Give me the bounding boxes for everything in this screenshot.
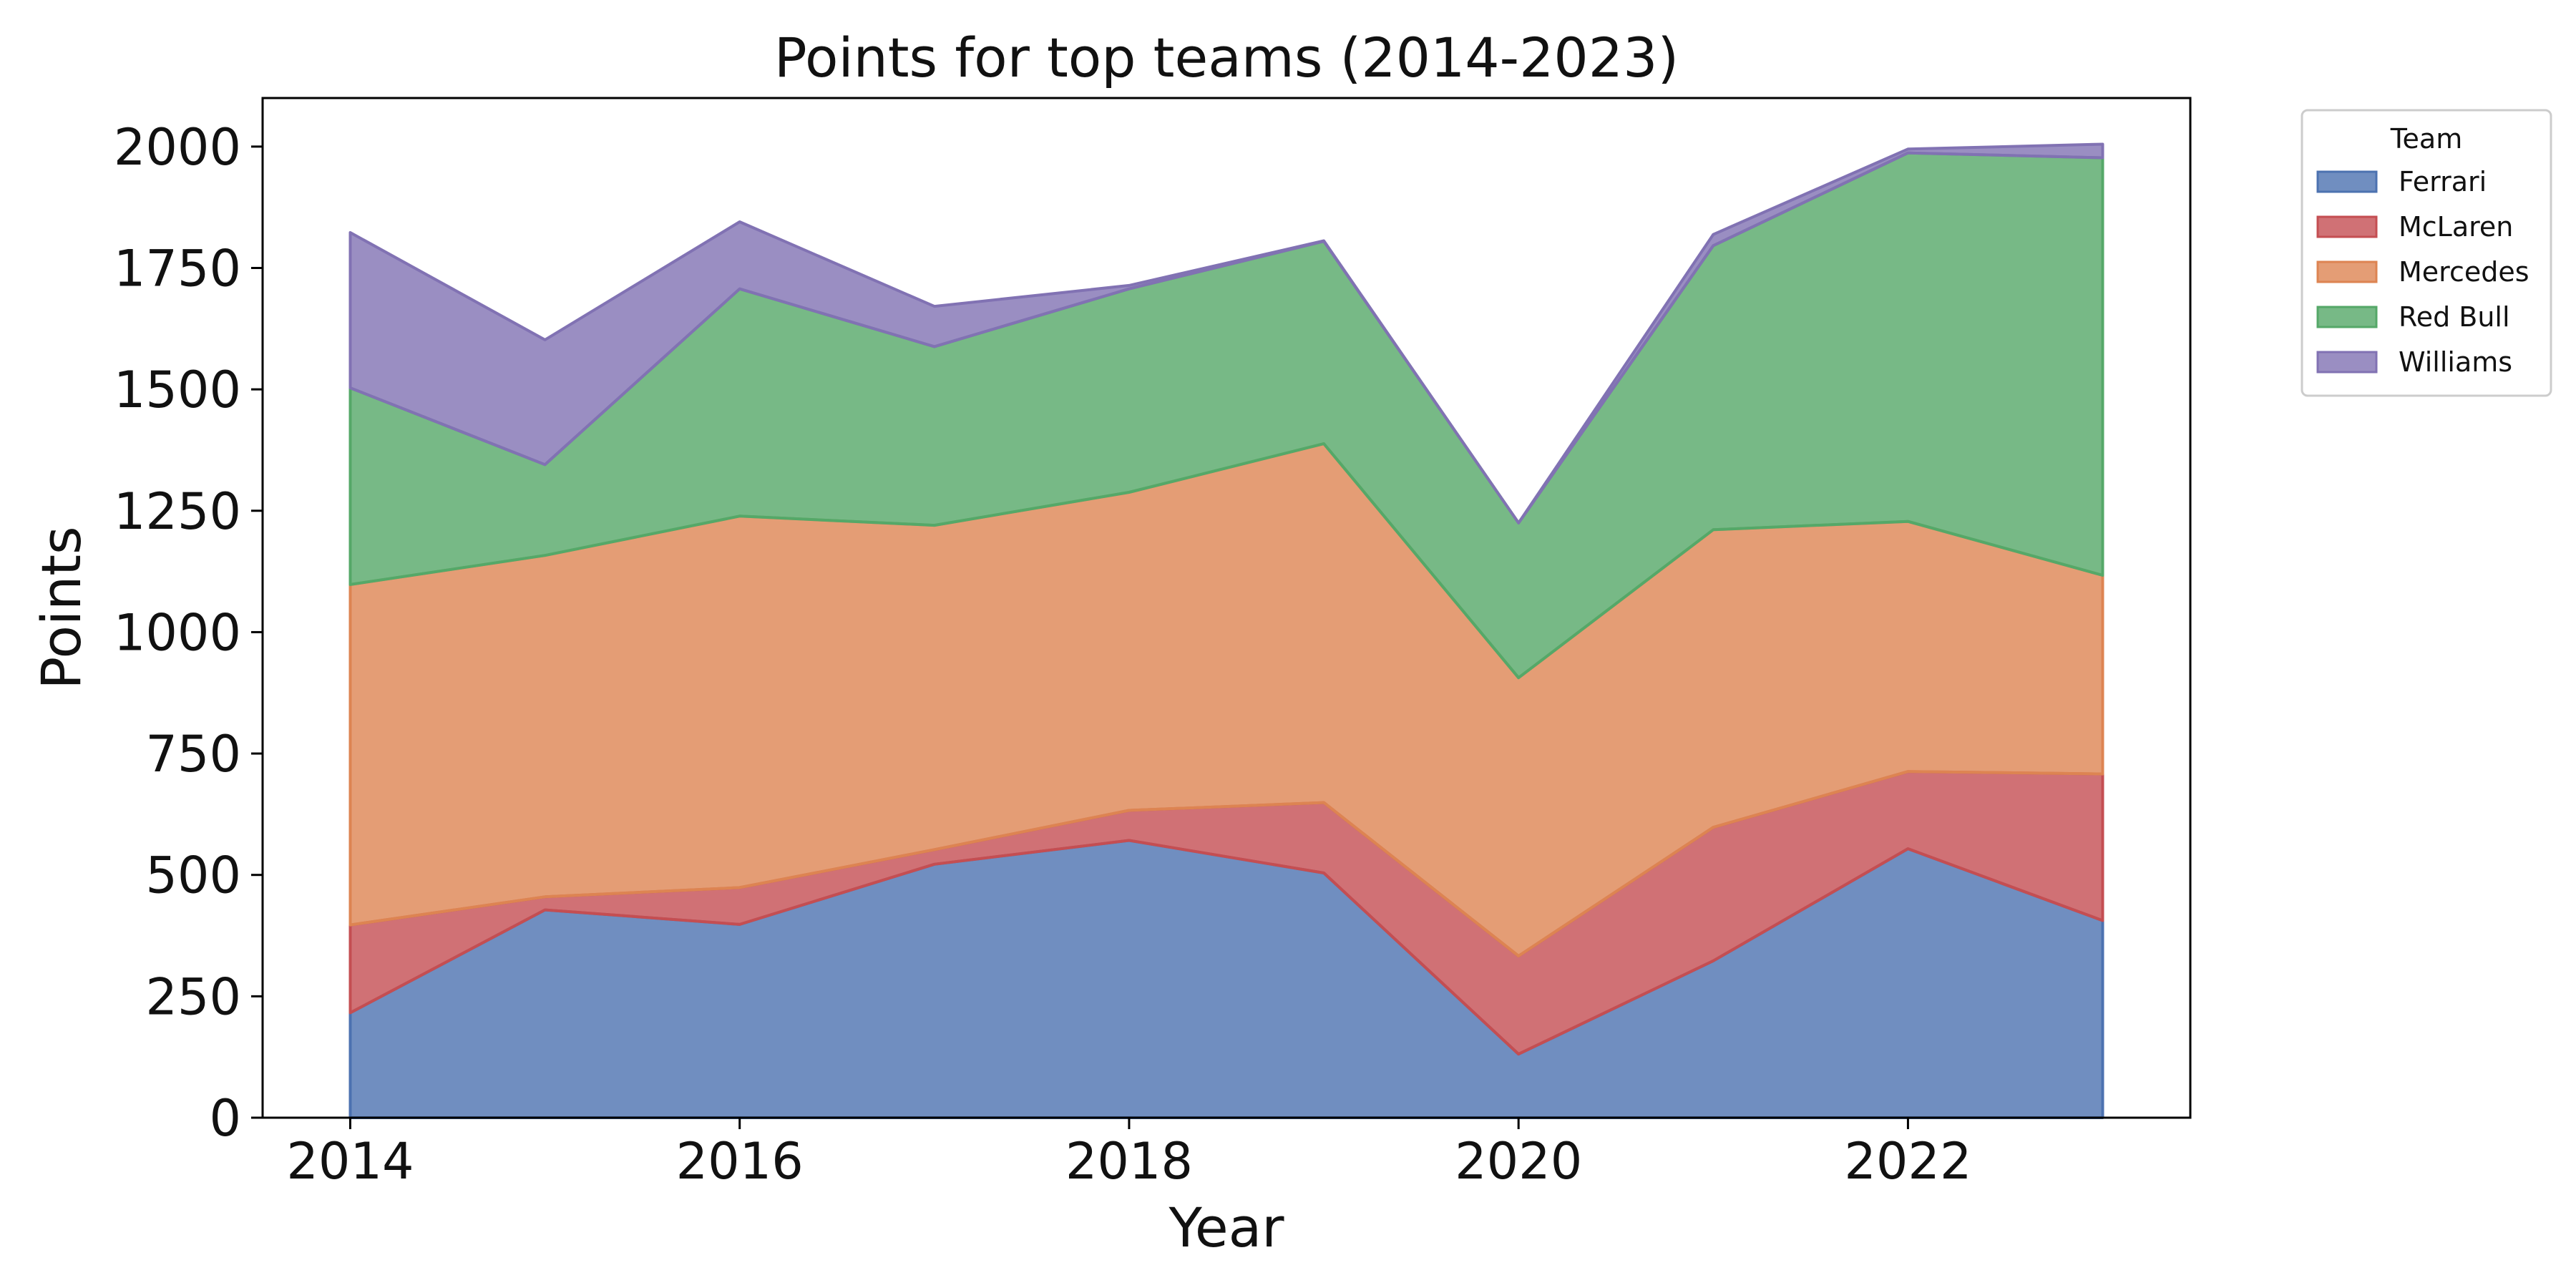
y-tick-label: 1500 <box>114 361 241 419</box>
area-williams <box>348 142 2104 525</box>
y-tick-label: 750 <box>145 725 241 784</box>
legend-item-williams: Williams <box>2316 346 2512 378</box>
legend: Team Ferrari McLaren Mercedes Red Bull Willi… <box>2301 109 2552 397</box>
legend-label: Williams <box>2399 346 2512 378</box>
y-tick-label: 1250 <box>114 482 241 541</box>
y-axis: 0 250 500 750 1000 1250 1500 1750 2000 <box>114 118 263 1148</box>
legend-swatch <box>2316 170 2378 193</box>
x-tick-label: 2022 <box>1844 1132 1971 1191</box>
x-axis-label: Year <box>1169 1196 1285 1259</box>
legend-item-mclaren: McLaren <box>2316 211 2513 243</box>
x-tick-label: 2020 <box>1455 1132 1582 1191</box>
y-tick-label: 500 <box>145 847 241 905</box>
y-axis-label: Points <box>29 526 93 689</box>
x-axis: 2014 2016 2018 2020 2022 <box>286 1118 1972 1191</box>
plot-frame <box>261 97 2192 1119</box>
y-tick-label: 1750 <box>114 240 241 298</box>
legend-label: Mercedes <box>2399 256 2529 288</box>
x-tick-label: 2016 <box>676 1132 804 1191</box>
y-tick-label: 0 <box>209 1089 241 1148</box>
y-tick-label: 2000 <box>114 118 241 177</box>
y-tick-label: 250 <box>145 967 241 1026</box>
legend-item-red-bull: Red Bull <box>2316 301 2510 333</box>
y-tick-label: 1000 <box>114 603 241 662</box>
x-tick-label: 2014 <box>286 1132 414 1191</box>
legend-item-mercedes: Mercedes <box>2316 256 2529 288</box>
legend-label: McLaren <box>2399 211 2513 243</box>
chart-title: Points for top teams (2014-2023) <box>774 26 1679 89</box>
legend-swatch <box>2316 215 2378 238</box>
legend-swatch <box>2316 351 2378 374</box>
legend-label: Red Bull <box>2399 301 2510 333</box>
legend-item-ferrari: Ferrari <box>2316 166 2487 197</box>
stacked-areas <box>348 142 2104 1119</box>
legend-label: Ferrari <box>2399 166 2487 197</box>
x-tick-label: 2018 <box>1065 1132 1193 1191</box>
legend-title: Team <box>2390 123 2462 155</box>
legend-swatch <box>2316 260 2378 283</box>
legend-swatch <box>2316 306 2378 328</box>
